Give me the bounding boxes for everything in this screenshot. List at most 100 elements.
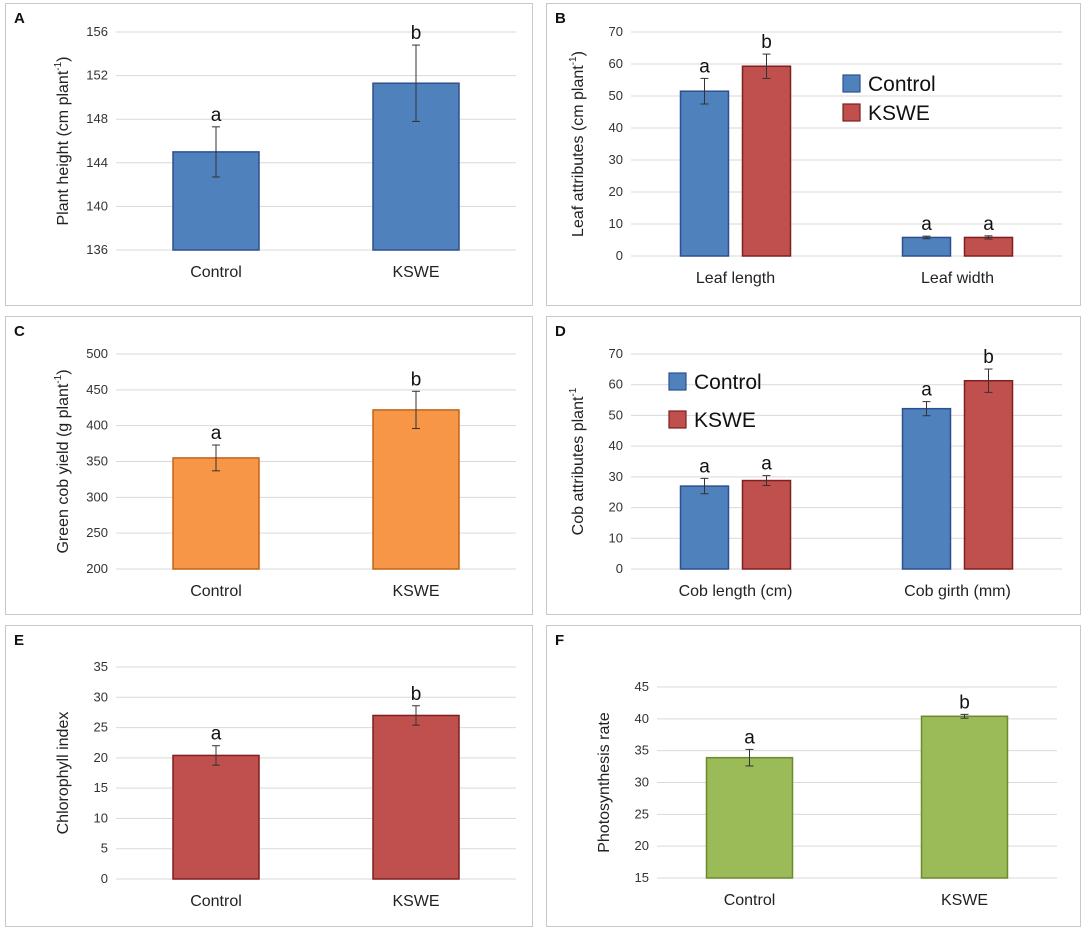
y-tick-label: 15 [635,870,649,885]
y-axis-title: Cob attributes plant-1 [568,387,587,535]
y-tick-label: 450 [86,382,108,397]
y-tick-label: 40 [609,438,623,453]
x-category-label: KSWE [941,892,988,909]
significance-letter: a [744,727,755,748]
y-axis-title: Leaf attributes (cm plant-1) [568,51,587,237]
y-tick-label: 35 [94,659,108,674]
chart-c: 200 250 300 350 400 450 500 Green cob yield (g … [53,346,516,600]
y-axis-title: Chlorophyll index [55,712,72,835]
y-tick-label: 250 [86,525,108,540]
panel-d: D 0 10 20 30 40 50 60 70 Cob attributes plant-1 a… [546,316,1081,615]
y-tick-label: 400 [86,418,108,433]
x-category-label: Cob length (cm) [679,583,793,600]
bar [679,90,730,257]
significance-letter: a [699,456,710,477]
y-tick-label: 30 [635,775,649,790]
y-axis-title-superscript: -1 [53,374,64,383]
bar [372,714,460,880]
chart-d: 0 10 20 30 40 50 60 70 Cob attributes plant-1 a a C… [568,346,1062,600]
y-tick-label: 20 [609,500,623,515]
y-tick-label: 152 [86,68,108,83]
x-category-label: Leaf length [696,270,775,287]
y-axis-title-superscript: -1 [568,387,579,396]
significance-letter: a [921,380,932,401]
y-axis-title: Plant height (cm plant-1) [53,57,72,226]
x-category-label: Control [190,893,242,910]
significance-letter: b [761,32,772,53]
significance-letter: b [983,347,994,368]
y-tick-label: 40 [609,120,623,135]
y-tick-label: 140 [86,198,108,213]
y-tick-label: 50 [609,88,623,103]
y-axis-title-text: Plant height (cm plant [55,70,72,225]
y-axis-title-superscript: -1 [53,61,64,70]
panel-label: D [555,323,566,340]
y-tick-label: 20 [635,838,649,853]
bar [372,409,460,570]
y-tick-label: 20 [94,750,108,765]
legend-swatch [668,410,687,429]
bar [920,715,1009,879]
bar [741,479,792,570]
panel-label: B [555,10,566,27]
bar [901,236,952,257]
x-category-label: Control [190,264,242,281]
legend-label: KSWE [694,409,756,432]
y-tick-label: 25 [635,806,649,821]
y-axis-title-tail: ) [55,369,72,374]
y-tick-label: 45 [635,679,649,694]
panel-b: B 0 10 20 30 40 50 60 70 Leaf attributes (cm pla… [546,3,1081,306]
y-axis-title-text: Photosynthesis rate [596,712,613,853]
y-tick-label: 148 [86,111,108,126]
legend-swatch [842,103,861,122]
significance-letter: a [211,724,222,745]
significance-letter: a [761,454,772,475]
y-axis-title-text: Leaf attributes (cm plant [570,65,587,237]
y-axis-title: Photosynthesis rate [596,712,613,853]
y-tick-label: 30 [609,469,623,484]
bar [963,379,1014,570]
y-axis-title-text: Cob attributes plant [570,396,587,535]
panel-label: F [555,632,565,649]
y-axis-title-tail: ) [570,51,587,56]
y-tick-label: 5 [101,841,108,856]
significance-letter: a [699,56,710,77]
y-tick-label: 60 [609,56,623,71]
y-tick-label: 20 [609,184,623,199]
bar [679,485,730,570]
chart-e: 0 5 10 15 20 25 30 35 Chlorophyll index a Control b… [55,659,516,910]
x-category-label: KSWE [392,583,439,600]
y-axis-title-tail: ) [55,57,72,62]
legend-label: Control [868,73,936,96]
panel-e: E 0 5 10 15 20 25 30 35 Chlorophyll index a Contro… [5,625,533,927]
bar [901,407,952,570]
y-tick-label: 144 [86,155,108,170]
y-axis-title-text: Green cob yield (g plant [55,383,72,553]
chart-f: 15 20 25 30 35 40 45 Photosynthesis rate a Contro… [596,679,1057,909]
panel-label: C [14,323,25,340]
y-tick-label: 10 [609,530,623,545]
y-tick-label: 70 [609,24,623,39]
x-category-label: Cob girth (mm) [904,583,1011,600]
significance-letter: a [983,214,994,235]
y-tick-label: 350 [86,454,108,469]
y-tick-label: 10 [609,216,623,231]
legend-swatch [842,74,861,93]
x-category-label: Leaf width [921,270,994,287]
y-tick-label: 40 [635,711,649,726]
y-tick-label: 136 [86,242,108,257]
bar [741,65,792,257]
bar [172,754,260,880]
chart-b: 0 10 20 30 40 50 60 70 Leaf attributes (cm plant… [568,24,1062,287]
y-tick-label: 70 [609,346,623,361]
legend-label: Control [694,371,762,394]
chart-a: 136 140 144 148 152 156 Plant height (cm plant… [53,23,516,281]
y-tick-label: 50 [609,407,623,422]
significance-letter: b [411,369,422,390]
y-tick-label: 30 [609,152,623,167]
y-axis-title-text: Chlorophyll index [55,712,72,835]
y-tick-label: 200 [86,561,108,576]
bar [963,236,1014,257]
x-category-label: Control [190,583,242,600]
legend-swatch [668,372,687,391]
